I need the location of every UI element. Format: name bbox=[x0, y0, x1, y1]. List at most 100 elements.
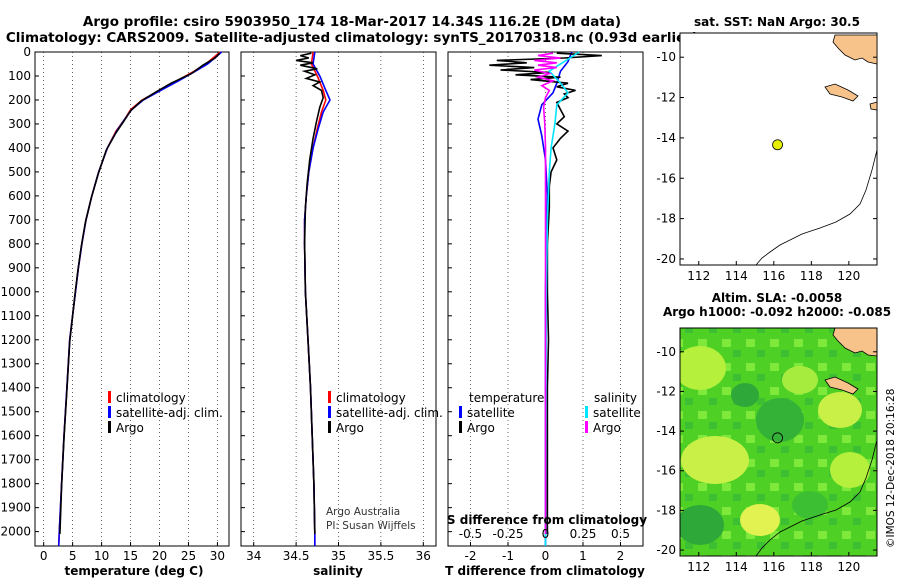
header-line2: Climatology: CARS2009. Satellite-adjuste… bbox=[6, 30, 698, 46]
salinity-diff-ticks: -0.5 -0.25 0 0.25 0.5 bbox=[459, 527, 630, 541]
map-y-tick-label: -20 bbox=[656, 252, 676, 266]
temperature-plot bbox=[57, 51, 223, 547]
map-bottom-yticks: -10 -12 -14 -16 -18 -20 bbox=[656, 345, 877, 557]
depth-tick-label: 600 bbox=[8, 189, 31, 203]
legend-temperature-heading: temperature bbox=[469, 391, 544, 405]
depth-tick-label: 900 bbox=[8, 261, 31, 275]
legend-satellite: satellite-adj. clim. bbox=[336, 406, 443, 420]
salinity-panel-frame bbox=[240, 51, 437, 547]
sla-high-patch bbox=[740, 504, 780, 536]
sla-high-patch bbox=[782, 366, 818, 394]
depth-tick-label: 1600 bbox=[0, 429, 31, 443]
map-y-tick-label: -16 bbox=[656, 464, 676, 478]
map-top bbox=[679, 32, 878, 266]
x-tick-label: 15 bbox=[123, 549, 138, 563]
map-x-tick-label: 114 bbox=[725, 269, 748, 283]
legend-swatch-t-argo bbox=[459, 421, 462, 433]
legend-swatch-argo bbox=[328, 421, 331, 433]
map-bottom-frame bbox=[679, 327, 878, 557]
map-bottom-title2: Argo h1000: -0.092 h2000: -0.085 bbox=[663, 305, 891, 319]
depth-tick-label: 1200 bbox=[0, 333, 31, 347]
legend-s-satellite: satellite bbox=[593, 406, 641, 420]
legend-climatology: climatology bbox=[336, 391, 406, 405]
s-diff-tick-label: -0.25 bbox=[492, 527, 523, 541]
difference-xticks: -2 -1 0 1 2 bbox=[465, 549, 625, 563]
map-x-tick-label: 112 bbox=[687, 269, 710, 283]
map-x-tick-label: 114 bbox=[725, 560, 748, 574]
s-diff-tick-label: 0.5 bbox=[611, 527, 630, 541]
x-tick-label: 25 bbox=[181, 549, 196, 563]
map-top-yticks: -10 -12 -14 -16 -18 -20 bbox=[656, 50, 877, 266]
depth-tick-label: 1500 bbox=[0, 405, 31, 419]
difference-plot bbox=[489, 51, 602, 547]
depth-tick-label: 1300 bbox=[0, 357, 31, 371]
x-tick-label: 0 bbox=[40, 549, 48, 563]
sla-high-patch bbox=[681, 436, 749, 484]
salinity-xlabel: salinity bbox=[313, 564, 363, 578]
depth-tick-label: 1700 bbox=[0, 453, 31, 467]
float-position-marker bbox=[772, 139, 783, 151]
sla-high-patch bbox=[830, 452, 870, 488]
depth-tick-label: 500 bbox=[8, 165, 31, 179]
map-y-tick-label: -16 bbox=[656, 171, 676, 185]
annotation-pi: PI: Susan Wijffels bbox=[326, 520, 416, 532]
difference-xlabel: T difference from climatology bbox=[445, 564, 645, 578]
temperature-xlabel: temperature (deg C) bbox=[65, 564, 204, 578]
series-line-s-argo bbox=[534, 52, 561, 534]
salinity-plot bbox=[295, 51, 331, 546]
series-line-s-satellite bbox=[544, 51, 580, 547]
x-tick-label: 10 bbox=[94, 549, 109, 563]
map-bottom bbox=[680, 328, 877, 556]
map-top-xticks: 112 114 116 118 120 bbox=[687, 261, 860, 283]
depth-tick-label: 1900 bbox=[0, 501, 31, 515]
map-y-tick-label: -18 bbox=[656, 503, 676, 517]
depth-tick-label: 800 bbox=[8, 237, 31, 251]
legend-swatch-satellite bbox=[108, 406, 111, 418]
x-tick-label: 34.5 bbox=[283, 549, 310, 563]
s-diff-tick-label: 0 bbox=[542, 527, 550, 541]
map-x-tick-label: 116 bbox=[762, 560, 785, 574]
depth-tick-label: 100 bbox=[8, 69, 31, 83]
map-x-tick-label: 112 bbox=[687, 560, 710, 574]
map-top-shelf-contour bbox=[755, 149, 878, 266]
header-line1: Argo profile: csiro 5903950_174 18-Mar-2… bbox=[83, 14, 621, 30]
s-difference-xlabel: S difference from climatology bbox=[447, 513, 647, 527]
x-tick-label: 2 bbox=[617, 549, 625, 563]
map-x-tick-label: 120 bbox=[837, 560, 860, 574]
legend-swatch-s-argo bbox=[585, 421, 588, 433]
sla-low-patch bbox=[756, 398, 804, 442]
legend-s-argo: Argo bbox=[593, 421, 621, 435]
legend-swatch-climatology bbox=[108, 391, 111, 403]
sla-low-patch bbox=[792, 491, 828, 519]
x-tick-label: 5 bbox=[69, 549, 77, 563]
depth-tick-label: 1000 bbox=[0, 285, 31, 299]
legend-t-satellite: satellite bbox=[467, 406, 515, 420]
series-line-satellite-adj-clim- bbox=[57, 51, 223, 547]
depth-tick-label: 400 bbox=[8, 141, 31, 155]
sla-high-patch bbox=[818, 392, 862, 428]
map-y-tick-label: -10 bbox=[656, 50, 676, 64]
map-x-tick-label: 118 bbox=[800, 560, 823, 574]
map-bottom-island bbox=[824, 376, 859, 395]
sla-low-patch bbox=[680, 505, 724, 545]
map-y-tick-label: -12 bbox=[656, 384, 676, 398]
s-diff-tick-label: -0.5 bbox=[459, 527, 482, 541]
legend-swatch-satellite bbox=[328, 406, 331, 418]
map-x-tick-label: 120 bbox=[837, 269, 860, 283]
map-top-island-small bbox=[869, 101, 878, 111]
legend-t-argo: Argo bbox=[467, 421, 495, 435]
legend-swatch-argo bbox=[108, 421, 111, 433]
temperature-xticks: 0 5 10 15 20 25 30 bbox=[40, 549, 225, 563]
series-line-climatology bbox=[57, 51, 221, 547]
sla-low-patch bbox=[731, 383, 759, 407]
series-line-argo bbox=[295, 52, 325, 535]
map-top-landmass bbox=[832, 34, 878, 65]
map-x-tick-label: 116 bbox=[762, 269, 785, 283]
x-tick-label: 30 bbox=[210, 549, 225, 563]
depth-tick-label: 200 bbox=[8, 93, 31, 107]
map-bottom-title1: Altim. SLA: -0.0058 bbox=[712, 291, 843, 305]
legend-swatch-climatology bbox=[328, 391, 331, 403]
side-credit: ©IMOS 12-Dec-2018 20:16:28 bbox=[885, 389, 897, 548]
depth-tick-label: 300 bbox=[8, 117, 31, 131]
